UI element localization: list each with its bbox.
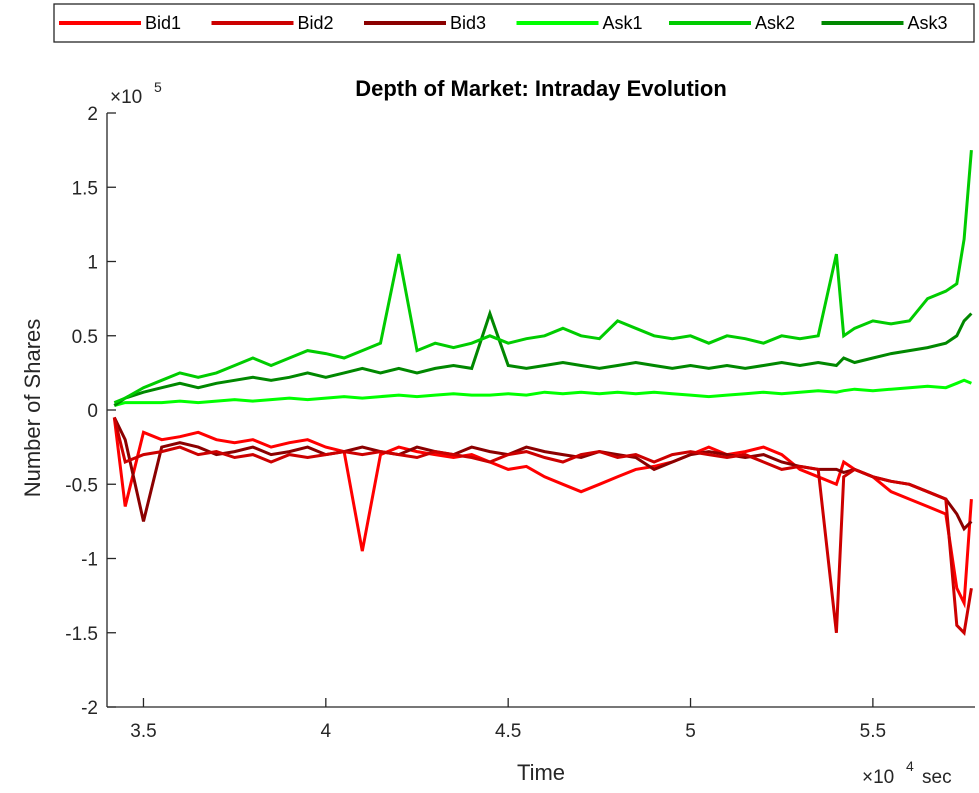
legend-label-bid1: Bid1 [145, 13, 181, 33]
legend-label-ask1: Ask1 [603, 13, 643, 33]
legend-label-bid2: Bid2 [298, 13, 334, 33]
chart-title: Depth of Market: Intraday Evolution [355, 76, 727, 101]
x-tick-label: 5.5 [860, 721, 886, 742]
y-tick-label: 0.5 [72, 327, 98, 348]
y-tick-label: 0 [87, 401, 98, 422]
x-axis-title: Time [517, 760, 565, 785]
x-unit-label: sec [922, 767, 952, 788]
x-tick-label: 5 [685, 721, 696, 742]
y-tick-label: -1 [81, 550, 98, 571]
y-tick-label: -0.5 [65, 475, 98, 496]
legend-box [53, 3, 975, 43]
y-tick-label: 2 [87, 104, 98, 125]
y-tick-label: -1.5 [65, 624, 98, 645]
y-tick-label: 1.5 [72, 178, 98, 199]
x-exponent-label: ×10 4 sec [862, 758, 952, 788]
y-exponent-label: ×10 5 [110, 79, 162, 108]
series-line-ask1 [113, 378, 972, 407]
legend-label-ask2: Ask2 [755, 13, 795, 33]
x-tick-label: 4.5 [495, 721, 521, 742]
legend: Bid1 Bid2 Bid3 Ask1 Ask2 Ask3 [53, 3, 975, 43]
y-exponent-power: 5 [154, 79, 162, 95]
y-exponent-prefix: ×10 [110, 87, 142, 108]
x-tick-label: 3.5 [130, 721, 156, 742]
x-exponent-prefix: ×10 [862, 767, 894, 788]
axes: -2 -1.5 -1 -0.5 0 0.5 1 1.5 2 3.5 4 4.5 5 5.5 [65, 104, 975, 742]
legend-label-bid3: Bid3 [450, 13, 486, 33]
x-exponent-power: 4 [906, 758, 914, 774]
y-axis-title: Number of Shares [20, 319, 45, 498]
y-tick-label: 1 [87, 253, 98, 274]
x-tick-label: 4 [321, 721, 332, 742]
y-tick-label: -2 [81, 698, 98, 719]
legend-label-ask3: Ask3 [908, 13, 948, 33]
